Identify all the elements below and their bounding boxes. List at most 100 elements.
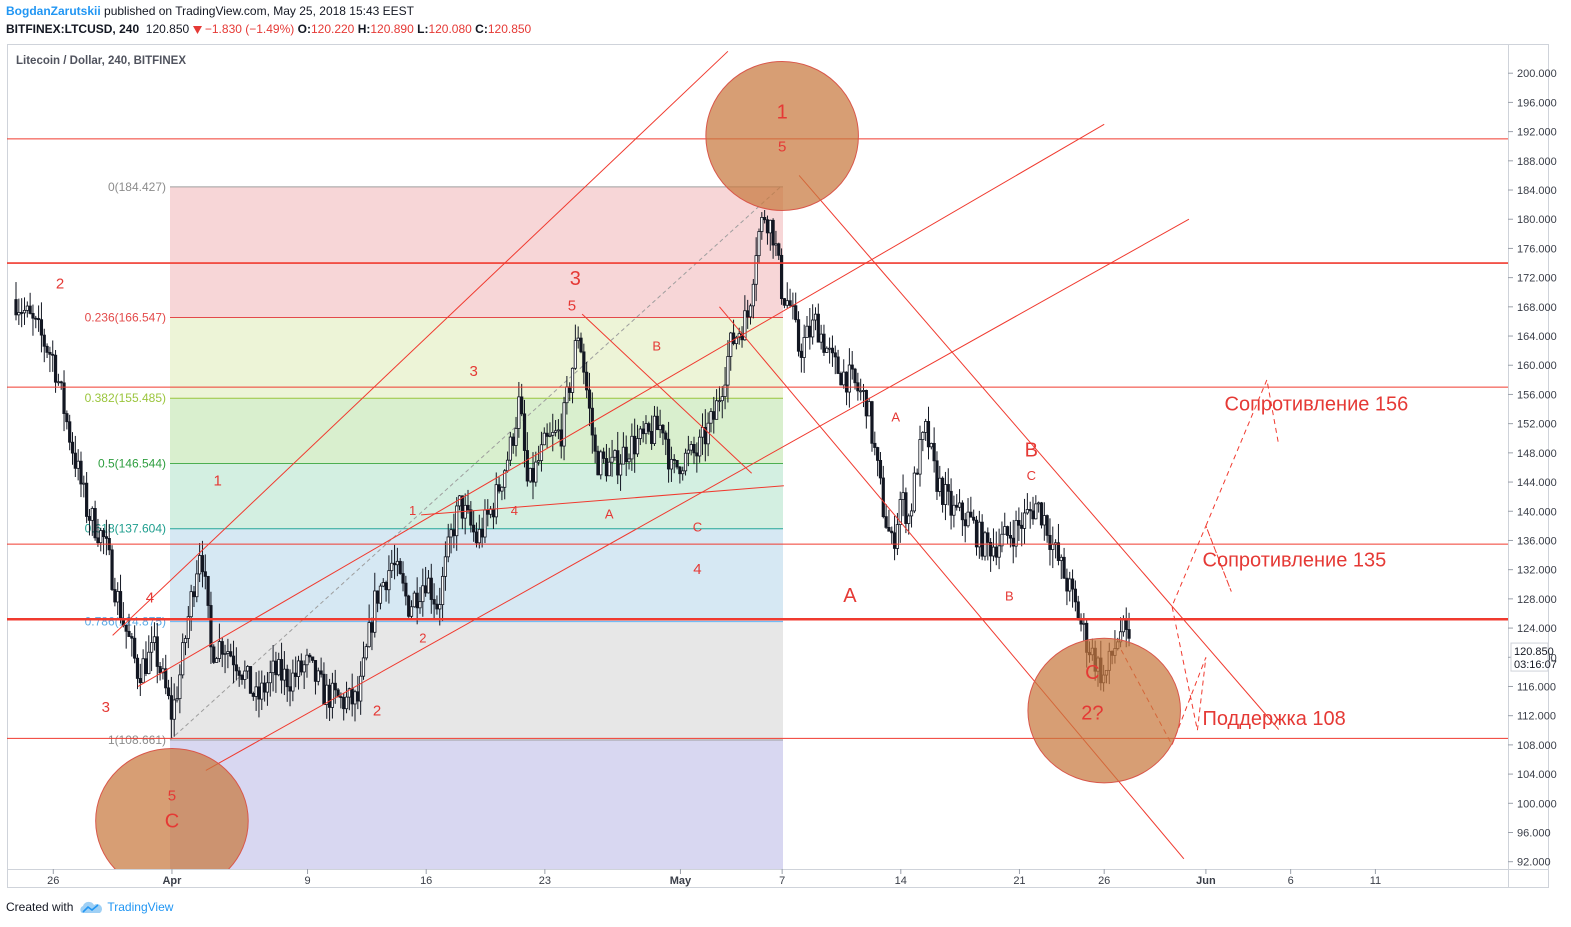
candle-body bbox=[828, 347, 832, 350]
candle-body bbox=[873, 442, 877, 448]
time-tick-label: 6 bbox=[1288, 875, 1294, 887]
candle-body bbox=[1017, 520, 1021, 526]
candle-body bbox=[195, 573, 199, 598]
price-chart[interactable]: 0(184.427) 0.236(166.547) 0.382(155.485) 0.… bbox=[0, 0, 1571, 895]
open-value: 120.220 bbox=[310, 22, 355, 36]
candle-body bbox=[946, 484, 950, 492]
candle-body bbox=[449, 529, 453, 538]
candle-body bbox=[31, 313, 35, 319]
candle-body bbox=[192, 591, 196, 598]
candle-body bbox=[977, 521, 981, 548]
wave-ellipses[interactable] bbox=[95, 61, 1181, 894]
candlestick-series bbox=[14, 210, 1131, 739]
fib-level-label: 0(184.427) bbox=[108, 180, 166, 194]
candle-body bbox=[76, 460, 80, 469]
candle-body bbox=[28, 305, 32, 314]
candle-body bbox=[404, 582, 408, 597]
candle-body bbox=[214, 658, 219, 663]
candle-body bbox=[963, 519, 967, 527]
candle-body bbox=[926, 421, 931, 448]
wave-label: A bbox=[843, 585, 857, 607]
symbol-label[interactable]: BITFINEX:LTCUSD, 240 bbox=[6, 22, 140, 36]
price-tick-label: 108.000 bbox=[1517, 740, 1557, 752]
time-tick-label: 9 bbox=[304, 875, 310, 887]
candle-body bbox=[876, 447, 880, 461]
candle-body bbox=[271, 660, 275, 674]
price-tick-label: 200.000 bbox=[1517, 68, 1557, 80]
low-value: 120.080 bbox=[428, 22, 472, 36]
candle-body bbox=[796, 319, 801, 352]
footer: Created with TradingView bbox=[6, 900, 173, 915]
candle-body bbox=[941, 477, 945, 505]
candle-body bbox=[542, 432, 546, 446]
wave-label: 1 bbox=[214, 473, 222, 490]
wave-label: 2? bbox=[1081, 702, 1103, 724]
candle-body bbox=[25, 305, 29, 311]
candle-body bbox=[655, 415, 659, 431]
candle-body bbox=[138, 678, 142, 684]
candle-body bbox=[347, 688, 351, 698]
wave-label: 5 bbox=[168, 787, 176, 804]
candle-body bbox=[407, 595, 411, 617]
candle-body bbox=[760, 217, 764, 232]
author-name[interactable]: BogdanZarutskii bbox=[6, 4, 101, 18]
candle-body bbox=[681, 470, 685, 475]
wave-label: C bbox=[693, 520, 702, 535]
candle-body bbox=[870, 401, 874, 444]
candle-body bbox=[186, 616, 190, 639]
candle-body bbox=[164, 668, 168, 689]
candle-body bbox=[435, 603, 439, 610]
high-value: 120.890 bbox=[370, 22, 414, 36]
candle-body bbox=[565, 386, 569, 404]
fib-band bbox=[170, 463, 783, 529]
wave-label: 1 bbox=[777, 101, 788, 123]
candle-body bbox=[409, 606, 414, 617]
candle-body bbox=[517, 396, 521, 429]
candle-body bbox=[991, 546, 996, 557]
candle-body bbox=[344, 696, 349, 710]
candle-body bbox=[602, 451, 606, 459]
candle-body bbox=[277, 659, 281, 676]
candle-body bbox=[443, 556, 448, 577]
candle-body bbox=[635, 438, 640, 455]
candle-body bbox=[452, 529, 456, 537]
price-tick-label: 144.000 bbox=[1517, 477, 1557, 489]
trend-drawings[interactable] bbox=[7, 50, 1508, 860]
candle-body bbox=[82, 482, 86, 485]
price-tick-label: 96.000 bbox=[1517, 827, 1551, 839]
price-tick-label: 136.000 bbox=[1517, 535, 1557, 547]
fib-band bbox=[170, 186, 783, 318]
candle-body bbox=[212, 646, 216, 663]
candle-body bbox=[669, 458, 674, 470]
candle-body bbox=[585, 371, 589, 391]
candle-body bbox=[299, 660, 303, 673]
candle-body bbox=[621, 446, 625, 465]
candle-body bbox=[141, 658, 145, 684]
candle-body bbox=[1076, 601, 1080, 621]
candle-body bbox=[748, 305, 753, 318]
time-axis[interactable]: 26 Apr 9 16 23 May 7 14 21 26 Jun 6 11 bbox=[47, 869, 1381, 887]
candle-body bbox=[864, 390, 868, 417]
candle-body bbox=[650, 430, 654, 444]
candle-body bbox=[316, 670, 320, 682]
candle-body bbox=[68, 421, 72, 443]
candle-body bbox=[836, 356, 840, 374]
candle-body bbox=[587, 389, 592, 409]
candle-body bbox=[472, 524, 476, 533]
candle-body bbox=[469, 509, 473, 526]
candle-body bbox=[599, 451, 603, 476]
tradingview-cloud-icon[interactable] bbox=[79, 901, 103, 915]
time-tick-label: 21 bbox=[1013, 875, 1025, 887]
candle-body bbox=[291, 672, 295, 692]
price-axis[interactable]: 92.000 96.000 100.000 104.000 108.000 112.000… bbox=[1508, 68, 1557, 869]
candle-body bbox=[1031, 510, 1035, 520]
candle-body bbox=[251, 692, 255, 697]
candle-body bbox=[994, 546, 998, 558]
candle-body bbox=[359, 675, 363, 702]
candle-body bbox=[788, 300, 792, 306]
candle-body bbox=[1065, 577, 1069, 592]
candle-body bbox=[765, 219, 770, 234]
tradingview-link[interactable]: TradingView bbox=[107, 900, 174, 914]
price-tick-label: 132.000 bbox=[1517, 565, 1557, 577]
